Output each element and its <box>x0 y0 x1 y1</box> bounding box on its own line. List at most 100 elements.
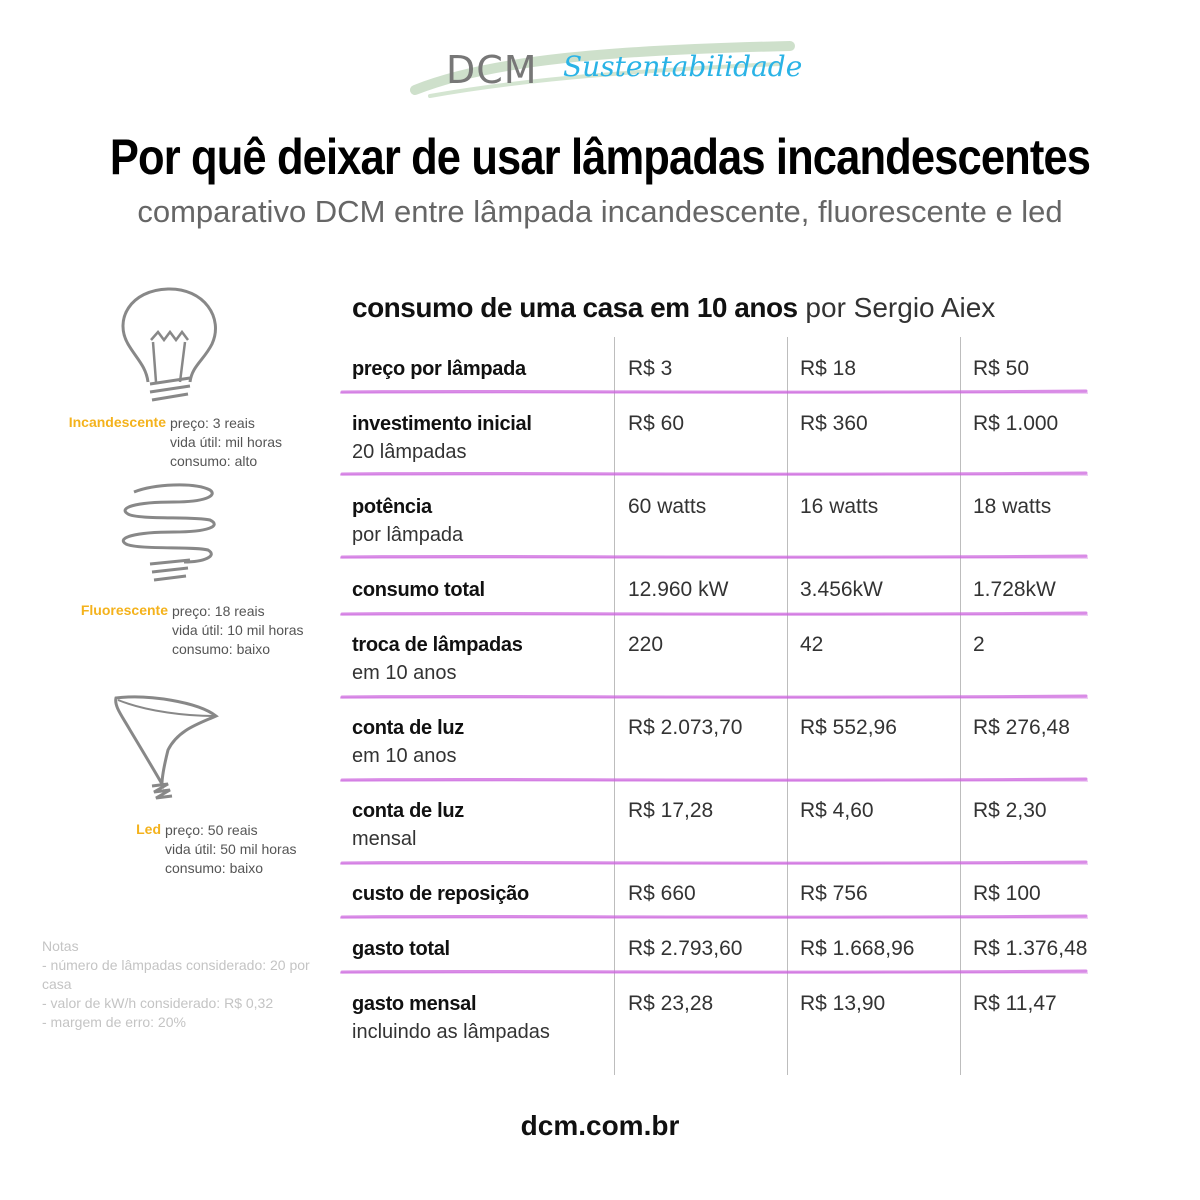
table-title-strong: consumo de uma casa em 10 anos <box>352 292 798 323</box>
row-label-sub: 20 lâmpadas <box>352 441 467 463</box>
row-separator <box>338 776 1098 784</box>
row-label: troca de lâmpadas em 10 anos <box>352 631 523 687</box>
row-label: conta de luz mensal <box>352 797 464 853</box>
row-label-main: potência <box>352 496 432 518</box>
table-cell: 12.960 kW <box>628 578 729 601</box>
table-cell: R$ 17,28 <box>628 799 714 822</box>
table-cell: R$ 360 <box>800 412 868 435</box>
table-cell: 16 watts <box>800 495 879 518</box>
table-cell: R$ 50 <box>973 357 1030 380</box>
row-label-sub: em 10 anos <box>352 662 457 684</box>
table-cell: R$ 2.073,70 <box>628 716 743 739</box>
note-line: - margem de erro: 20% <box>42 1014 186 1030</box>
logo-swoosh-icon <box>410 41 795 98</box>
row-label-main: investimento inicial <box>352 413 532 435</box>
table-title: consumo de uma casa em 10 anos por Sergi… <box>352 292 995 324</box>
table-cell: R$ 1.376,48 <box>973 937 1088 960</box>
row-label: potência por lâmpada <box>352 493 463 549</box>
row-separator <box>338 388 1098 396</box>
row-separator <box>338 859 1098 867</box>
table-cell: R$ 4,60 <box>800 799 874 822</box>
row-label-main: gasto total <box>352 938 450 960</box>
table-cell: R$ 2.793,60 <box>628 937 743 960</box>
note-line: - número de lâmpadas considerado: 20 por… <box>42 957 310 992</box>
column-divider <box>787 337 788 1075</box>
table-cell: R$ 60 <box>628 412 685 435</box>
table-cell: R$ 18 <box>800 357 857 380</box>
table-cell: R$ 3 <box>628 357 673 380</box>
table-cell: R$ 552,96 <box>800 716 897 739</box>
table-title-author: por Sergio Aiex <box>805 292 996 323</box>
row-label: conta de luz em 10 anos <box>352 714 464 770</box>
incandescent-bulb-icon <box>118 286 222 408</box>
lamp-lifetime: vida útil: 10 mil horas <box>172 622 304 638</box>
page-title: Por quê deixar de usar lâmpadas incandes… <box>109 129 1091 185</box>
lamp-name: Incandescente <box>68 414 166 430</box>
table-cell: R$ 2,30 <box>973 799 1047 822</box>
table-cell: R$ 276,48 <box>973 716 1070 739</box>
table-cell: R$ 1.000 <box>973 412 1059 435</box>
row-separator <box>338 610 1098 618</box>
lamp-name: Led <box>136 821 161 837</box>
row-label-main: conta de luz <box>352 800 464 822</box>
lamp-consumption: consumo: baixo <box>165 860 264 876</box>
row-label-main: custo de reposição <box>352 883 529 905</box>
lamp-legend-fluorescente: Fluorescente preço: 18 reais vida útil: … <box>81 602 304 659</box>
table-cell: R$ 660 <box>628 882 696 905</box>
logo-sustentabilidade-text: Sustentabilidade <box>563 50 803 83</box>
table-cell: 18 watts <box>973 495 1052 518</box>
row-label: gasto total <box>352 935 450 963</box>
table-cell: R$ 11,47 <box>973 992 1057 1015</box>
table-cell: 3.456kW <box>800 578 883 601</box>
row-label-sub: incluindo as lâmpadas <box>352 1021 550 1043</box>
row-separator <box>338 553 1098 561</box>
row-label-sub: mensal <box>352 828 417 850</box>
row-label-main: troca de lâmpadas <box>352 634 523 656</box>
column-divider <box>960 337 961 1075</box>
table-cell: 220 <box>628 633 664 656</box>
table-cell: R$ 23,28 <box>628 992 714 1015</box>
notes-heading: Notas <box>42 938 79 954</box>
lamp-lifetime: vida útil: mil horas <box>170 434 283 450</box>
lamp-price: preço: 3 reais <box>170 415 255 431</box>
fluorescent-bulb-icon <box>114 480 224 590</box>
lamp-consumption: consumo: alto <box>170 453 258 469</box>
lamp-lifetime: vida útil: 50 mil horas <box>165 841 297 857</box>
lamp-legend-led: Led preço: 50 reais vida útil: 50 mil ho… <box>136 821 297 878</box>
table-cell: 1.728kW <box>973 578 1056 601</box>
row-label-main: gasto mensal <box>352 993 477 1015</box>
column-divider <box>614 337 615 1075</box>
table-cell: R$ 1.668,96 <box>800 937 915 960</box>
note-line: - valor de kW/h considerado: R$ 0,32 <box>42 995 274 1011</box>
row-label: gasto mensal incluindo as lâmpadas <box>352 990 550 1046</box>
lamp-legend-incandescente: Incandescente preço: 3 reais vida útil: … <box>69 414 283 471</box>
table-cell: 60 watts <box>628 495 707 518</box>
table-cell: 2 <box>973 633 985 656</box>
row-label: consumo total <box>352 576 485 604</box>
logo-dcm-text: DCM <box>446 48 538 92</box>
lamp-consumption: consumo: baixo <box>172 641 271 657</box>
row-label: preço por lâmpada <box>352 355 526 383</box>
row-label-sub: por lâmpada <box>352 524 464 546</box>
row-separator <box>338 693 1098 701</box>
row-separator <box>338 913 1098 921</box>
row-separator <box>338 968 1098 976</box>
table-cell: R$ 100 <box>973 882 1041 905</box>
table-cell: R$ 756 <box>800 882 868 905</box>
led-bulb-icon <box>108 690 224 810</box>
page-subtitle: comparativo DCM entre lâmpada incandesce… <box>137 194 1063 229</box>
lamp-price: preço: 50 reais <box>165 822 258 838</box>
lamp-price: preço: 18 reais <box>172 603 265 619</box>
row-label-main: consumo total <box>352 579 485 601</box>
row-label-main: preço por lâmpada <box>352 358 526 380</box>
dcm-logo: DCM Sustentabilidade <box>410 40 803 100</box>
row-label-sub: em 10 anos <box>352 745 457 767</box>
footer-url: dcm.com.br <box>520 1110 680 1141</box>
lamp-name: Fluorescente <box>80 602 168 618</box>
table-cell: R$ 13,90 <box>800 992 886 1015</box>
row-label: custo de reposição <box>352 880 529 908</box>
row-label-main: conta de luz <box>352 717 464 739</box>
table-cell: 42 <box>800 633 824 656</box>
notes: Notas - número de lâmpadas considerado: … <box>42 937 322 1032</box>
row-separator <box>338 470 1098 478</box>
